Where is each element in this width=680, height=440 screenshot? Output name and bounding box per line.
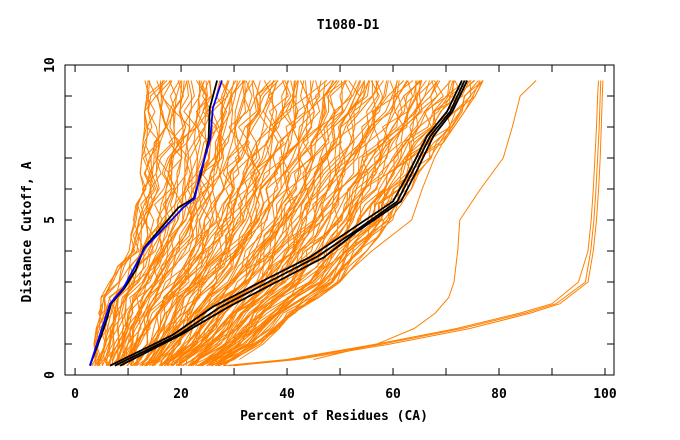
x-tick-label: 20 [173, 387, 189, 402]
chart-title: T1080-D1 [317, 18, 380, 33]
model-curve [223, 80, 484, 367]
model-curve [191, 80, 400, 367]
model-curve [106, 80, 205, 366]
model-curve [190, 80, 408, 367]
highlight-curve-model-a [109, 80, 463, 367]
model-curve [91, 80, 153, 366]
y-tick-label: 0 [43, 371, 58, 379]
x-tick-label: 100 [593, 387, 617, 402]
highlight-curve-model-b [114, 80, 466, 367]
model-curve [139, 80, 279, 367]
model-curve [144, 80, 295, 367]
model-curve [188, 80, 405, 367]
model-curve-outlier-1 [223, 80, 600, 367]
model-curve [223, 80, 484, 367]
model-curve [101, 80, 176, 366]
x-tick-label: 40 [279, 387, 295, 402]
model-curve [180, 80, 365, 366]
model-curve-outlier-2 [228, 80, 602, 367]
y-axis-label: Distance Cutoff, A [20, 161, 35, 302]
model-curve [160, 80, 332, 367]
model-curve-outlier-3 [233, 80, 604, 367]
x-axis-label: Percent of Residues (CA) [240, 409, 428, 424]
plot-frame [64, 64, 615, 376]
model-curve [178, 80, 373, 367]
model-curve [189, 80, 389, 366]
model-curve [121, 80, 229, 366]
model-curve [120, 80, 235, 367]
model-curve [116, 80, 207, 367]
highlight-curve-model-d [89, 80, 218, 367]
model-curve [95, 80, 168, 366]
model-curve [191, 80, 421, 367]
model-curve [200, 80, 430, 367]
reference-curve [89, 80, 223, 366]
model-curve [160, 80, 321, 367]
model-curve [136, 80, 276, 367]
model-curve [167, 80, 343, 367]
y-tick-label: 5 [43, 216, 58, 224]
model-curve [172, 80, 353, 367]
model-curve [172, 80, 357, 367]
model-curve [178, 80, 365, 367]
model-curve-outlier-5 [239, 80, 484, 360]
model-curve [93, 80, 152, 366]
highlight-curve-model-c [119, 80, 469, 367]
model-curve [132, 80, 271, 367]
model-curve [145, 80, 290, 367]
model-curve [192, 80, 399, 366]
x-tick-label: 80 [491, 387, 507, 402]
model-curve [178, 80, 384, 367]
x-tick-label: 0 [71, 387, 79, 402]
model-curve [110, 80, 193, 366]
model-curve [201, 80, 438, 367]
model-curve [132, 80, 253, 366]
plot-lines [89, 80, 604, 367]
model-curve [119, 80, 213, 366]
model-curve [145, 80, 289, 367]
model-curve [170, 80, 346, 366]
model-curve [217, 80, 464, 366]
model-curve [176, 80, 370, 367]
model-curve [122, 80, 229, 366]
model-curve [175, 80, 361, 366]
model-curve [139, 80, 274, 367]
y-tick-label: 10 [43, 57, 58, 73]
model-curve [190, 80, 397, 366]
model-curve [166, 80, 338, 366]
model-curve-outlier-4 [313, 80, 537, 360]
model-curve [218, 80, 475, 367]
axis-ticks: 0 20 40 60 80 100 0 5 10 [43, 57, 617, 402]
x-tick-label: 60 [385, 387, 401, 402]
